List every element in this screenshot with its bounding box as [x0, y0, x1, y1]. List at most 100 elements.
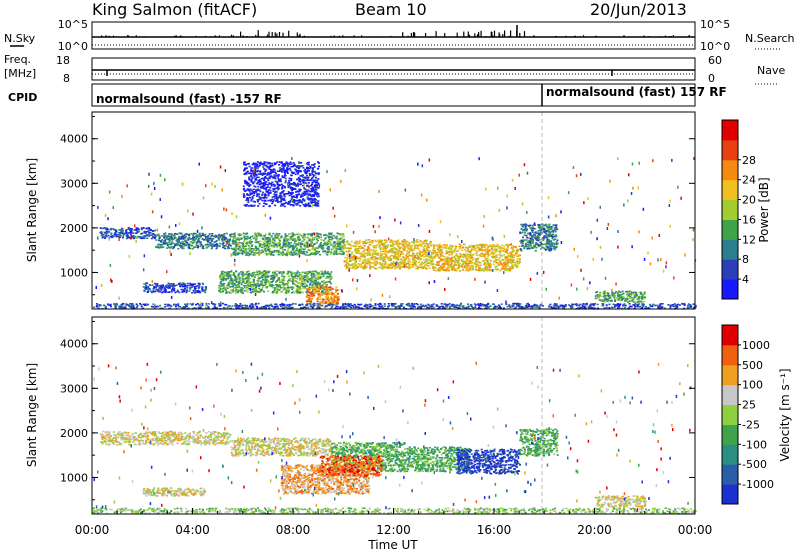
data-cell: [443, 261, 446, 264]
data-cell: [224, 247, 227, 250]
data-cell: [487, 269, 490, 272]
data-cell: [328, 281, 331, 283]
data-cell: [371, 256, 374, 258]
data-cell: [260, 251, 263, 254]
data-cell: [113, 235, 116, 238]
data-cell: [282, 286, 285, 288]
data-cell: [279, 286, 282, 288]
data-cell: [475, 260, 478, 262]
data-cell: [345, 259, 348, 262]
data-cell: [101, 236, 104, 239]
data-cell: [333, 244, 336, 246]
data-cell: [174, 291, 177, 294]
data-cell: [400, 242, 403, 245]
data-cell: [265, 238, 268, 240]
data-cell: [232, 253, 235, 256]
data-cell: [264, 233, 267, 236]
data-cell: [306, 240, 309, 243]
data-cell: [381, 242, 383, 245]
nsky-tick-top: 10^5: [58, 18, 88, 31]
data-cell: [312, 252, 315, 254]
data-cell: [555, 235, 558, 238]
data-cell: [199, 236, 202, 238]
data-cell: [220, 273, 223, 275]
data-cell: [272, 242, 275, 245]
data-cell: [471, 256, 474, 259]
data-cell: [396, 252, 399, 255]
data-cell: [326, 247, 329, 249]
data-cell: [247, 307, 250, 310]
data-cell: [102, 234, 105, 236]
data-cell: [174, 305, 177, 308]
data-cell: [292, 251, 295, 253]
data-cell: [506, 244, 509, 246]
data-cell: [192, 236, 195, 239]
data-cell: [379, 240, 382, 243]
data-cell: [311, 253, 314, 256]
data-cell: [242, 280, 245, 283]
data-cell: [317, 293, 320, 295]
data-cell: [217, 237, 220, 240]
data-cell: [472, 265, 475, 268]
data-cell: [223, 271, 226, 274]
data-cell: [511, 267, 514, 269]
data-cell: [508, 305, 511, 307]
data-cell: [511, 249, 514, 252]
data-cell: [356, 266, 359, 269]
data-cell: [320, 292, 323, 295]
data-cell: [360, 245, 362, 247]
data-cell: [537, 226, 540, 228]
data-cell: [222, 279, 225, 282]
data-cell: [312, 245, 315, 248]
data-cell: [204, 289, 207, 291]
data-cell: [194, 289, 196, 291]
data-cell: [440, 244, 443, 247]
data-cell: [329, 236, 331, 238]
data-cell: [326, 252, 329, 254]
data-cell: [373, 262, 376, 265]
data-cell: [213, 241, 216, 243]
data-cell: [162, 286, 165, 288]
data-cell: [218, 233, 221, 236]
data-cell: [455, 254, 458, 257]
data-cell: [263, 281, 266, 284]
data-cell: [342, 239, 345, 242]
data-cell: [185, 244, 188, 247]
data-cell: [219, 274, 222, 276]
data-cell: [129, 231, 132, 233]
data-cell: [425, 267, 428, 270]
data-cell: [429, 241, 432, 243]
data-cell: [547, 238, 550, 241]
data-cell: [267, 275, 270, 278]
data-cell: [143, 230, 146, 233]
data-cell: [545, 236, 548, 239]
data-cell: [428, 262, 431, 264]
data-cell: [328, 245, 331, 248]
data-cell: [283, 240, 286, 243]
data-cell: [467, 262, 470, 265]
data-cell: [384, 246, 387, 248]
data-cell: [581, 304, 584, 307]
data-cell: [547, 231, 550, 234]
data-cell: [401, 266, 404, 268]
data-cell: [307, 242, 310, 245]
data-cell: [183, 234, 186, 236]
data-cell: [454, 261, 457, 264]
data-cell: [155, 245, 158, 248]
data-cell: [445, 245, 448, 248]
data-cell: [529, 224, 532, 227]
data-cell: [516, 248, 519, 251]
data-cell: [440, 265, 443, 268]
data-cell: [241, 287, 244, 290]
data-cell: [273, 276, 276, 278]
data-cell: [440, 250, 443, 253]
data-cell: [283, 279, 286, 282]
data-cell: [259, 290, 262, 293]
data-cell: [476, 263, 479, 266]
data-cell: [179, 285, 182, 288]
data-cell: [232, 272, 235, 274]
data-cell: [391, 251, 394, 254]
data-cell: [265, 250, 268, 252]
data-cell: [245, 254, 248, 256]
data-cell: [312, 283, 315, 285]
